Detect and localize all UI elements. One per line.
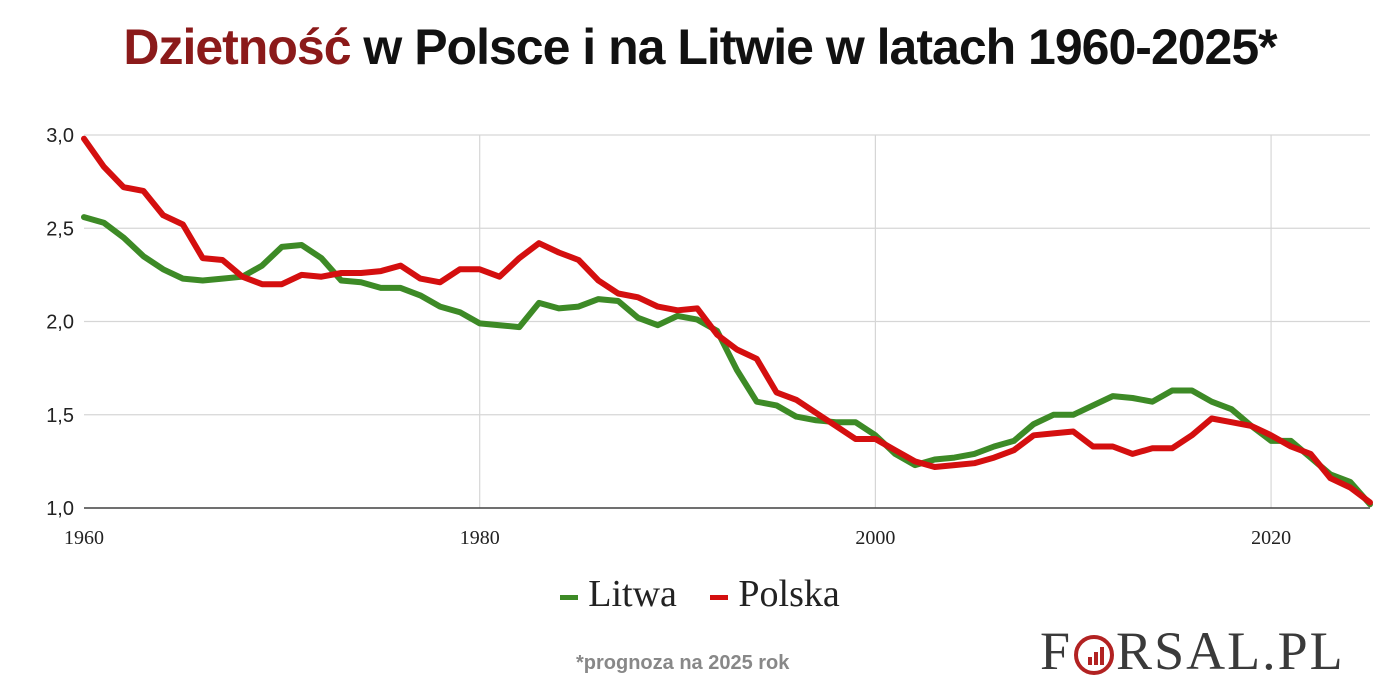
x-tick-label: 2020 bbox=[1251, 527, 1291, 549]
y-tick-label: 2,0 bbox=[46, 312, 74, 334]
chart-legend: Litwa Polska bbox=[0, 572, 1400, 616]
y-tick-label: 1,5 bbox=[46, 405, 74, 427]
legend-item-polska: Polska bbox=[710, 572, 840, 616]
chart-ticks: 1,0 1,5 2,0 2,5 3,0 1960 1980 2000 2020 bbox=[46, 125, 1291, 549]
footnote: *prognoza na 2025 rok bbox=[576, 652, 790, 674]
series-line-polska bbox=[81, 135, 1373, 506]
x-tick-label: 1980 bbox=[460, 527, 500, 549]
chart-title-rest: w Polsce i na Litwie w latach 1960-2025* bbox=[350, 19, 1277, 75]
y-tick-label: 2,5 bbox=[46, 218, 74, 240]
y-tick-label: 1,0 bbox=[46, 498, 74, 520]
legend-label-polska: Polska bbox=[738, 573, 840, 615]
x-tick-label: 2000 bbox=[855, 527, 895, 549]
chart-grid bbox=[84, 134, 1370, 509]
legend-swatch-litwa bbox=[560, 594, 579, 600]
legend-item-litwa: Litwa bbox=[560, 572, 677, 616]
legend-label-litwa: Litwa bbox=[588, 573, 677, 615]
chart-title: Dzietność w Polsce i na Litwie w latach … bbox=[0, 18, 1400, 76]
series-line-litwa bbox=[81, 214, 1373, 508]
chart-series bbox=[81, 135, 1373, 508]
x-tick-label: 1960 bbox=[64, 527, 104, 549]
y-tick-label: 3,0 bbox=[46, 125, 74, 147]
legend-swatch-polska bbox=[710, 594, 729, 600]
forsal-logo: F RSAL.PL bbox=[1040, 621, 1345, 681]
logo-chart-icon bbox=[1074, 635, 1115, 675]
chart-title-highlight: Dzietność bbox=[123, 19, 351, 75]
